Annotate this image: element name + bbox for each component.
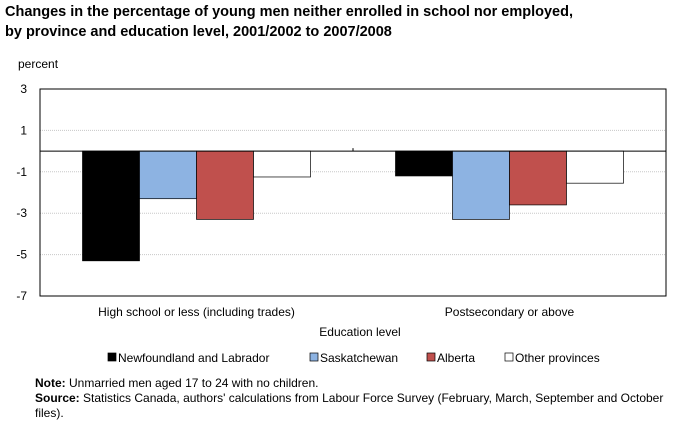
source-text: Statistics Canada, authors' calculations… xyxy=(35,391,664,420)
legend-swatch xyxy=(309,352,319,362)
x-tick-label: Postsecondary or above xyxy=(445,305,575,319)
legend-entry: Alberta xyxy=(437,351,475,365)
legend-entry: Other provinces xyxy=(515,351,600,365)
notes: Note: Unmarried men aged 17 to 24 with n… xyxy=(35,376,685,421)
y-tick-labels: 3 1 -1 -3 -5 -7 xyxy=(16,82,27,303)
x-tick-label: High school or less (including trades) xyxy=(98,305,295,319)
legend-swatch xyxy=(426,352,436,362)
bar xyxy=(452,150,510,220)
note-label: Note: xyxy=(35,376,66,390)
y-tick-label: -3 xyxy=(16,206,27,220)
bar xyxy=(139,150,197,200)
y-tick-label: 3 xyxy=(20,82,27,96)
legend-entry: Saskatchewan xyxy=(320,351,398,365)
legend-entry: Newfoundland and Labrador xyxy=(118,351,269,365)
chart-title-line-1: Changes in the percentage of young men n… xyxy=(5,4,573,20)
bars xyxy=(82,150,624,262)
legend: Newfoundland and Labrador Saskatchewan Alb… xyxy=(107,351,600,365)
x-axis-label: Education level xyxy=(319,325,400,339)
y-tick-label: -7 xyxy=(16,289,27,303)
bar xyxy=(509,150,567,206)
source-label: Source: xyxy=(35,391,80,405)
legend-swatch xyxy=(107,352,117,362)
bar xyxy=(196,150,254,220)
zero-line xyxy=(40,148,666,152)
plot-frame xyxy=(39,88,667,297)
y-tick-label: -5 xyxy=(16,248,27,262)
x-tick-labels: High school or less (including trades) Po… xyxy=(98,305,574,319)
bar xyxy=(395,150,453,177)
bar xyxy=(253,150,311,178)
y-tick-label: -1 xyxy=(16,165,27,179)
note: Note: Unmarried men aged 17 to 24 with n… xyxy=(35,376,685,391)
source: Source: Statistics Canada, authors' calc… xyxy=(35,391,685,421)
bar xyxy=(82,150,140,262)
chart-title: Changes in the percentage of young men n… xyxy=(5,2,689,42)
y-axis-label: percent xyxy=(18,57,59,71)
bar xyxy=(566,150,624,184)
legend-swatch xyxy=(504,352,514,362)
note-text: Unmarried men aged 17 to 24 with no chil… xyxy=(65,376,319,390)
y-tick-label: 1 xyxy=(20,123,27,137)
chart-title-line-2: by province and education level, 2001/20… xyxy=(5,24,392,40)
